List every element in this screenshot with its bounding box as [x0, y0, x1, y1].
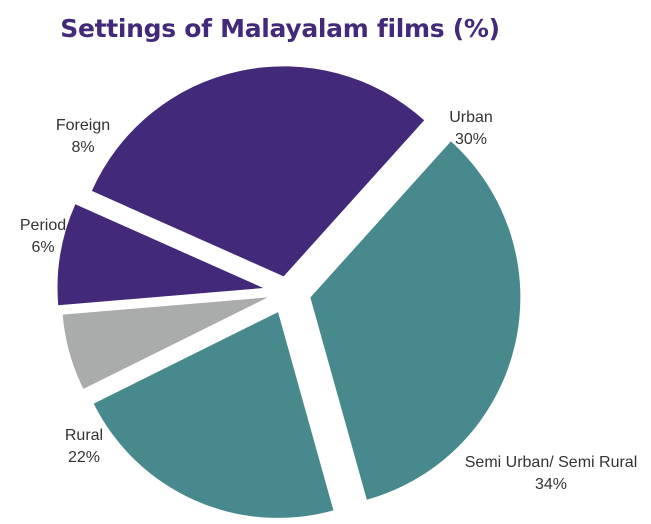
slice-value-rural: 22%	[68, 449, 100, 466]
pie-slice-foreign	[57, 204, 264, 306]
slice-label-semi-urban-semi-rural: Semi Urban/ Semi Rural	[465, 454, 638, 471]
pie-slice-period	[62, 297, 268, 389]
chart-title: Settings of Malayalam films (%)	[60, 14, 500, 43]
pie-slice-urban	[91, 66, 425, 277]
slice-label-period: Period	[20, 217, 66, 234]
slice-value-foreign: 8%	[71, 139, 94, 156]
slice-label-urban: Urban	[449, 109, 493, 126]
pie-slice-rural	[93, 312, 334, 518]
pie-slice-semi-urban-semi-rural	[310, 141, 521, 500]
slice-value-period: 6%	[31, 239, 54, 256]
slice-value-semi-urban-semi-rural: 34%	[535, 476, 567, 493]
slice-label-foreign: Foreign	[56, 117, 110, 134]
slice-value-urban: 30%	[455, 131, 487, 148]
slice-label-rural: Rural	[65, 427, 103, 444]
